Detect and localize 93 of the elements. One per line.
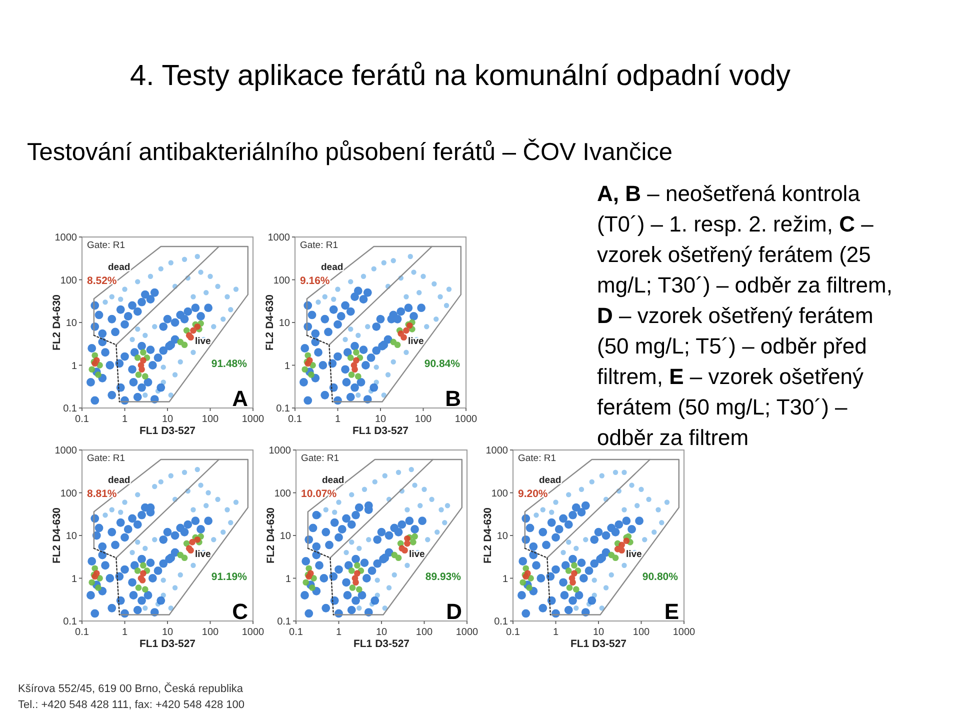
annotation: C — [232, 599, 248, 624]
y-tick-label: 0.1 — [277, 616, 292, 628]
x-axis-title: FL1 D3-527 — [353, 638, 410, 650]
annotation: live — [195, 549, 211, 560]
annotation: B — [445, 386, 461, 411]
x-tick-label: 10 — [374, 414, 386, 425]
y-tick-label: 0.1 — [63, 404, 78, 414]
annotation: dead — [539, 475, 562, 486]
y-tick-label: 100 — [491, 488, 508, 500]
y-tick-label: 0.1 — [494, 616, 508, 628]
x-axis-title: FL1 D3-527 — [352, 425, 409, 437]
x-tick-label: 1 — [334, 414, 341, 425]
x-tick-label: 1000 — [242, 414, 265, 425]
x-tick-label: 1 — [336, 627, 342, 638]
annotation: 90.80% — [642, 571, 679, 583]
y-tick-label: 1 — [284, 360, 290, 372]
y-tick-label: 1 — [71, 574, 78, 585]
x-tick-label: 100 — [416, 627, 434, 638]
text: E — [663, 364, 684, 389]
x-tick-label: 100 — [632, 627, 650, 638]
annotation: 9.16% — [300, 275, 330, 287]
x-axis-title: FL1 D3-527 — [139, 638, 196, 650]
y-tick-label: 1 — [502, 574, 508, 585]
y-axis-title: FL2 D4-630 — [264, 294, 276, 351]
annotation: Gate: R1 — [87, 240, 126, 251]
x-axis-title: FL1 D3-527 — [139, 425, 196, 437]
annotation: 91.19% — [211, 571, 248, 583]
annotation: dead — [108, 262, 130, 273]
y-tick-label: 100 — [60, 488, 78, 500]
annotation: dead — [321, 262, 344, 273]
y-tick-label: 1 — [285, 574, 292, 585]
y-tick-label: 100 — [274, 488, 292, 500]
annotation: live — [195, 336, 211, 347]
x-tick-label: 1000 — [672, 627, 696, 638]
x-tick-label: 1000 — [454, 414, 478, 425]
y-tick-label: 10 — [278, 318, 290, 329]
y-tick-label: 10 — [66, 531, 78, 542]
x-tick-label: 1000 — [242, 627, 265, 638]
annotation: live — [409, 549, 425, 560]
annotation: D — [446, 599, 462, 624]
x-tick-label: 100 — [414, 414, 432, 425]
annotation: 8.81% — [87, 488, 118, 500]
x-tick-label: 1 — [122, 627, 128, 638]
y-tick-label: 10 — [66, 318, 78, 329]
y-tick-label: 1000 — [54, 232, 78, 244]
y-tick-label: 0.1 — [63, 616, 78, 628]
y-axis-title: FL2 D4-630 — [51, 294, 63, 351]
annotation: 89.93% — [425, 571, 462, 583]
annotation: Gate: R1 — [87, 453, 126, 464]
x-tick-label: 0.1 — [506, 627, 520, 638]
text: A, B — [597, 181, 641, 206]
text: C — [832, 212, 856, 236]
annotation: Gate: R1 — [300, 240, 338, 251]
annotation: 90.84% — [424, 358, 461, 370]
y-tick-label: 100 — [273, 275, 290, 286]
annotation: Gate: R1 — [301, 453, 340, 464]
text: Kšírova 552/45, 619 00 Brno, Česká republika — [18, 682, 244, 695]
annotation: live — [408, 336, 424, 347]
y-tick-label: 0.1 — [276, 404, 290, 414]
x-tick-label: 100 — [202, 414, 220, 425]
annotation: E — [664, 599, 679, 624]
annotation: 91.48% — [211, 358, 248, 370]
x-tick-label: 10 — [376, 627, 388, 638]
x-tick-label: 1000 — [456, 627, 479, 638]
y-tick-label: 10 — [496, 531, 508, 542]
annotation: dead — [322, 475, 344, 486]
y-tick-label: 10 — [280, 531, 292, 542]
annotation: Gate: R1 — [518, 453, 556, 464]
y-tick-label: 1000 — [268, 232, 290, 244]
annotation: live — [626, 549, 642, 560]
y-axis-title: FL2 D4-630 — [51, 507, 63, 564]
y-tick-label: 100 — [60, 275, 78, 286]
text: D — [597, 303, 613, 328]
annotation: 9.20% — [518, 488, 548, 500]
y-tick-label: 1000 — [268, 446, 292, 456]
x-axis-title: FL1 D3-527 — [570, 638, 627, 650]
y-axis-title: FL2 D4-630 — [265, 507, 277, 564]
text: 4. Testy aplikace ferátů na komunální odpadní vody — [130, 60, 791, 92]
y-tick-label: 1 — [71, 360, 78, 372]
x-tick-label: 10 — [592, 627, 604, 638]
x-tick-label: 10 — [162, 414, 174, 425]
x-tick-label: 1 — [552, 627, 559, 638]
text: Tel.: +420 548 428 111, fax: +420 548 428 100 — [18, 699, 245, 711]
x-tick-label: 100 — [202, 627, 220, 638]
annotation: A — [232, 386, 248, 411]
x-tick-label: 10 — [162, 627, 174, 638]
text: Testování antibakteriálního působení ferátů – ČOV Ivančice — [27, 138, 673, 166]
x-tick-label: 1 — [122, 414, 128, 425]
annotation: dead — [108, 475, 130, 486]
y-tick-label: 1000 — [54, 446, 78, 456]
y-tick-label: 1000 — [486, 446, 508, 456]
y-axis-title: FL2 D4-630 — [482, 507, 494, 564]
annotation: 8.52% — [87, 275, 118, 287]
